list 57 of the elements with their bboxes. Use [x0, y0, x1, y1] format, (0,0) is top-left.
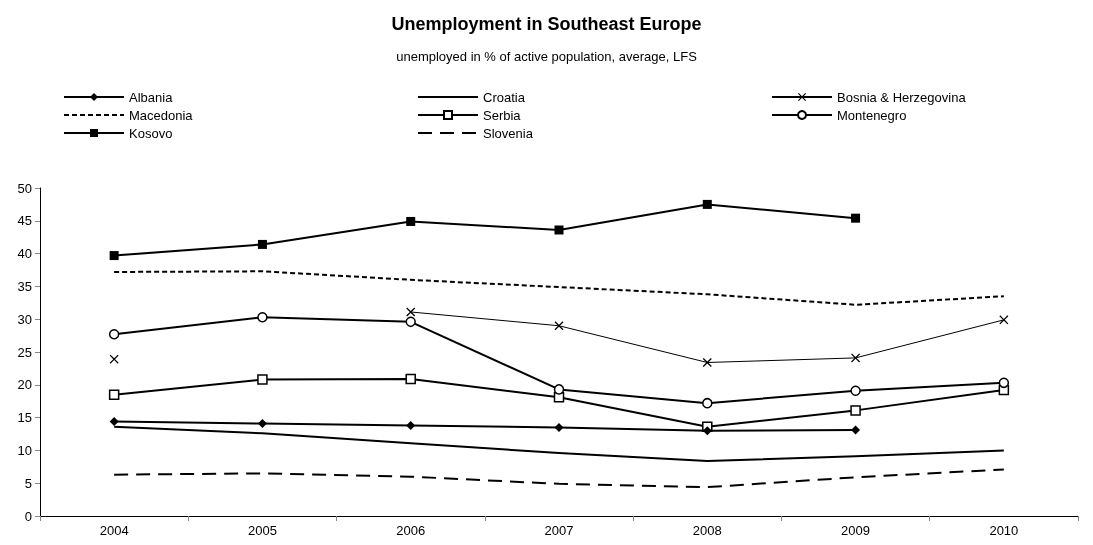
point — [702, 426, 712, 436]
line-series — [113, 270, 1005, 306]
legend-label: Bosnia & Herzegovina — [837, 89, 967, 105]
legend-label: Macedonia — [129, 107, 194, 123]
point — [702, 358, 712, 367]
legend-label: Kosovo — [129, 125, 173, 141]
x-tick-label: 2004 — [99, 523, 129, 538]
point — [406, 307, 416, 317]
y-tick-label: 45 — [17, 213, 32, 229]
point — [554, 321, 564, 331]
point — [257, 419, 267, 428]
point — [702, 199, 712, 209]
x-tick-label: 2009 — [841, 523, 871, 538]
point — [257, 239, 267, 249]
point — [851, 353, 861, 363]
legend-label: Croatia — [483, 89, 526, 105]
x-tick-label: 2006 — [396, 523, 426, 538]
point — [553, 384, 565, 395]
y-tick-label: 20 — [17, 377, 32, 393]
point — [108, 389, 120, 400]
point — [109, 251, 119, 261]
point — [851, 425, 861, 435]
point — [554, 422, 564, 432]
x-tick-label: 2010 — [989, 523, 1019, 538]
y-tick-label: 25 — [17, 344, 32, 360]
legend-label: Slovenia — [483, 125, 534, 141]
chart-title: Unemployment in Southeast Europe — [391, 14, 702, 34]
point — [257, 311, 268, 323]
point — [405, 373, 416, 385]
point — [405, 316, 416, 328]
point — [406, 420, 416, 430]
point — [702, 397, 713, 409]
point — [850, 385, 861, 396]
point — [554, 225, 564, 235]
y-tick-label: 50 — [17, 180, 32, 196]
x-tick-label: 2007 — [544, 523, 574, 538]
y-tick-label: 5 — [24, 475, 32, 491]
point — [109, 417, 119, 427]
y-tick-label: 10 — [17, 442, 32, 458]
y-tick-label: 0 — [24, 508, 32, 524]
line-series — [113, 468, 1005, 489]
point — [998, 377, 1010, 389]
point — [108, 329, 120, 340]
x-tick-label: 2008 — [692, 523, 722, 538]
x-tick-label: 2005 — [247, 523, 277, 538]
y-tick-label: 35 — [17, 278, 32, 294]
point — [851, 213, 861, 223]
point — [257, 374, 268, 385]
chart-subtitle: unemployed in % of active population, average, LFS — [396, 49, 698, 64]
y-tick-label: 30 — [17, 311, 32, 327]
point — [406, 216, 416, 226]
legend-label: Serbia — [483, 107, 522, 123]
y-tick-label: 15 — [17, 410, 32, 426]
y-tick-label: 40 — [17, 246, 32, 262]
point — [850, 405, 861, 416]
legend-label: Montenegro — [837, 107, 907, 123]
legend-label: Albania — [129, 89, 174, 105]
